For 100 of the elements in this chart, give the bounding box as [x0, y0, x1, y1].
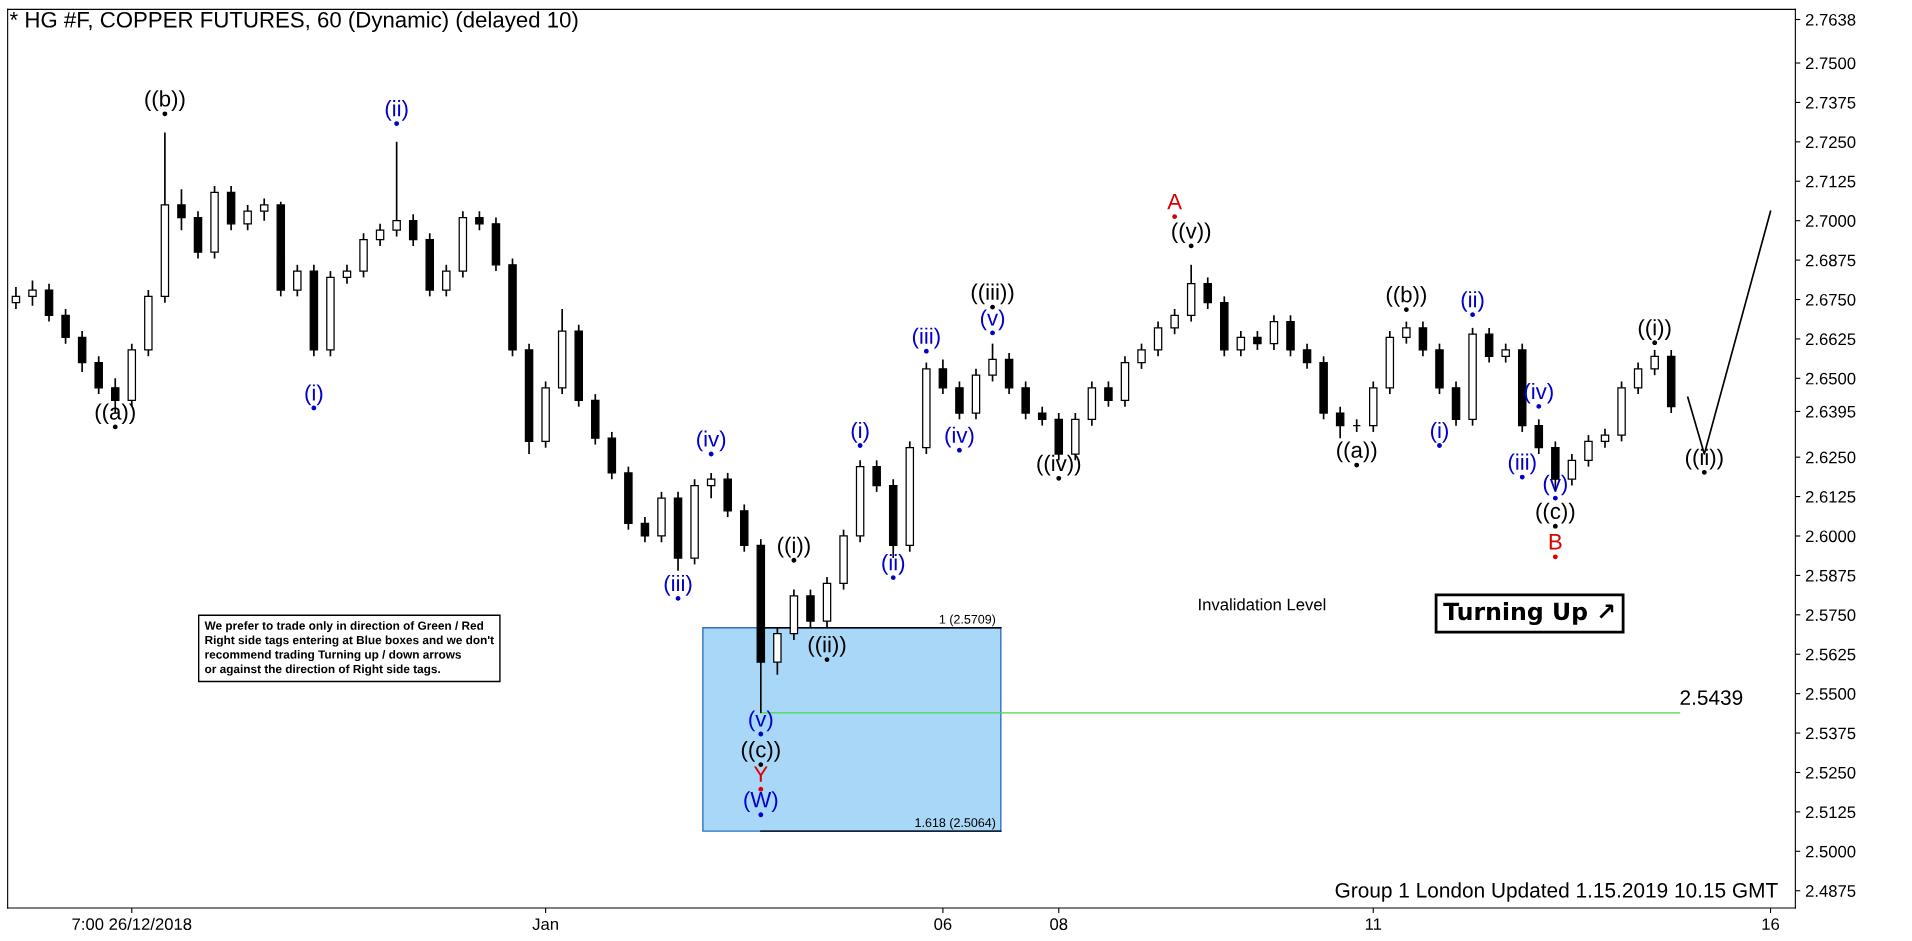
data-label: (iii) [912, 327, 940, 349]
candlestick [1269, 314, 1279, 351]
y-tick-label: 2.7500 [1805, 57, 1856, 70]
candlestick [1302, 342, 1312, 370]
y-tick-label: 2.6000 [1805, 530, 1856, 543]
data-label: (iii) [1508, 453, 1536, 475]
candlestick [442, 263, 451, 298]
y-tick-label: 2.6875 [1805, 254, 1856, 267]
y-tick-label: 2.5000 [1805, 845, 1856, 858]
point [1437, 443, 1442, 448]
candlestick [28, 279, 37, 307]
data-label: (i) [305, 384, 323, 406]
data-label: (ii) [385, 100, 408, 121]
data-label: Y [753, 766, 768, 782]
y-tick-label: 2.7375 [1805, 96, 1856, 109]
y-tick-label: 2.5750 [1805, 609, 1856, 622]
y-tick-label: 2.6250 [1805, 451, 1856, 464]
y-tick-label: 2.6395 [1805, 405, 1856, 418]
data-label: ((c)) [741, 741, 780, 762]
annotation: Invalidation Level [1199, 598, 1326, 611]
candlestick [1584, 434, 1593, 468]
candlestick [1501, 342, 1510, 364]
point [890, 575, 896, 581]
point [112, 424, 118, 430]
candlestick [1567, 453, 1577, 487]
data-label: (iii) [664, 574, 692, 596]
candlestick [1484, 327, 1494, 364]
candlestick [988, 342, 997, 383]
x-tick-label: 7:00 26/12/2018 [72, 917, 192, 931]
x-tick-label: 08 [1050, 918, 1068, 931]
point [1552, 554, 1558, 560]
data-label: ((b)) [1386, 286, 1426, 307]
ref-line-label: 1.618 (2.5064) [915, 817, 996, 830]
y-tick-label: 2.7125 [1805, 175, 1856, 188]
candlestick [1104, 380, 1113, 408]
data-label: ((iv)) [1037, 454, 1081, 476]
candlestick [1650, 349, 1659, 377]
data-label: B [1549, 534, 1562, 550]
data-label: A [1167, 193, 1182, 210]
candlestick [475, 210, 484, 231]
ref-line-label: 2.5439 [1680, 690, 1743, 705]
y-tick-label: 2.5250 [1805, 766, 1856, 779]
y-tick-label: 2.5125 [1805, 806, 1856, 819]
data-label: ((a)) [1337, 441, 1377, 463]
candlestick [177, 188, 186, 231]
point [1652, 340, 1658, 346]
point [758, 812, 764, 818]
annotation: We prefer to trade only in direction of Green / Red Right side tags entering at Blue boxes and we don't recommend trading Turning up / down arrows or against the direction of Right side tags. [204, 621, 494, 676]
y-tick-label: 2.7250 [1805, 136, 1856, 149]
annotation: Group 1 London Updated 1.15.2019 10.15 GMT [1335, 882, 1778, 902]
annotation: Turning Up ↗ [1443, 602, 1614, 626]
point [824, 657, 830, 662]
point [1172, 214, 1178, 219]
data-label: ((ii)) [808, 636, 846, 657]
x-tick-label: 16 [1762, 918, 1780, 931]
y-tick-label: 2.5375 [1805, 727, 1856, 740]
candlestick [640, 516, 650, 544]
ref-line-label: 1 (2.5709) [939, 614, 996, 627]
candlestick [1335, 405, 1345, 440]
data-label: ((ii)) [1685, 448, 1723, 470]
point [675, 596, 681, 601]
point [1403, 307, 1409, 312]
chart-title: * HG #F, COPPER FUTURES, 60 (Dynamic) (delayed 10) [9, 11, 578, 33]
data-label: ((v)) [1172, 222, 1211, 244]
candlestick [293, 263, 302, 298]
candlestick [1170, 308, 1179, 336]
candlestick [342, 263, 352, 285]
data-label: (W) [744, 791, 778, 812]
data-label: ((i)) [778, 536, 810, 558]
data-label: (i) [851, 422, 869, 443]
y-tick-label: 2.6125 [1805, 490, 1856, 503]
candlestick [243, 204, 252, 231]
y-tick-label: 2.5625 [1805, 648, 1856, 661]
candlestick [1236, 330, 1246, 358]
y-tick-label: 2.7000 [1805, 215, 1856, 227]
candlestick [1600, 427, 1610, 449]
x-tick-label: Jan [532, 918, 558, 931]
data-label: (v) [980, 309, 1005, 331]
data-label: ((a)) [95, 403, 135, 425]
y-tick-label: 2.4875 [1805, 885, 1856, 897]
candlestick [938, 358, 948, 395]
candlestick [1253, 330, 1262, 351]
candlestick [392, 141, 401, 238]
candlestick [1203, 276, 1213, 310]
point [857, 443, 863, 448]
candlestick [375, 222, 385, 247]
data-label: (iv) [697, 430, 726, 452]
candlestick [1633, 361, 1643, 395]
candlestick [259, 197, 269, 222]
candlestick [1137, 342, 1146, 370]
candlestick [1534, 418, 1544, 455]
data-label: ((i)) [1638, 319, 1671, 340]
candlestick [1037, 405, 1047, 427]
y-tick-label: 2.6500 [1805, 372, 1856, 385]
data-label: (iv) [945, 426, 974, 448]
y-tick-label: 2.5500 [1805, 688, 1856, 700]
y-tick-label: 2.6750 [1805, 293, 1856, 306]
point [394, 121, 400, 126]
point [162, 111, 168, 117]
point [1188, 243, 1194, 249]
